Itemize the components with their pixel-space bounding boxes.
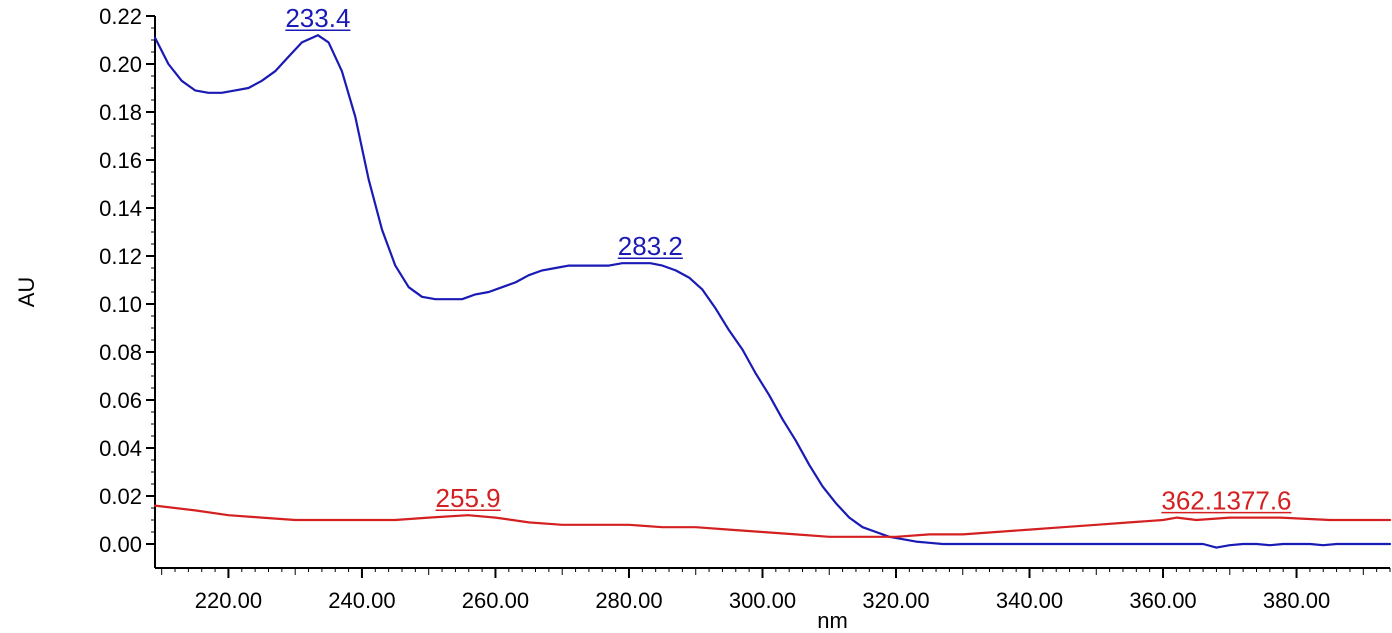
- x-tick-label: 320.00: [862, 588, 929, 613]
- annotation-layer: 233.4 283.2 255.9 362.1377.6: [285, 3, 1292, 516]
- y-tick-label: 0.06: [99, 388, 142, 413]
- x-tick-label: 300.00: [729, 588, 796, 613]
- y-tick-label: 0.22: [99, 4, 142, 29]
- y-tick-label: 0.20: [99, 52, 142, 77]
- y-tick-label: 0.08: [99, 340, 142, 365]
- y-tick-label: 0.00: [99, 532, 142, 557]
- tick-labels: 220.00 240.00 260.00 280.00 300.00 320.00 340.…: [99, 4, 1330, 613]
- y-tick-label: 0.16: [99, 148, 142, 173]
- x-tick-label: 260.00: [462, 588, 529, 613]
- y-tick-label: 0.04: [99, 436, 142, 461]
- y-axis-label: AU: [14, 277, 39, 308]
- x-tick-label: 360.00: [1129, 588, 1196, 613]
- spectrum-line-2: [153, 504, 1392, 538]
- x-axis-label: nm: [817, 608, 848, 633]
- spectrum-line-1: [153, 34, 1392, 549]
- peak-label: 255.9: [436, 483, 501, 513]
- x-tick-label: 380.00: [1263, 588, 1330, 613]
- major-ticks: [146, 15, 1298, 578]
- y-tick-label: 0.12: [99, 244, 142, 269]
- y-tick-label: 0.14: [99, 196, 142, 221]
- y-tick-label: 0.18: [99, 100, 142, 125]
- x-tick-label: 280.00: [595, 588, 662, 613]
- peak-label: 283.2: [618, 231, 683, 261]
- x-tick-label: 240.00: [328, 588, 395, 613]
- y-tick-label: 0.10: [99, 292, 142, 317]
- peak-label: 233.4: [285, 3, 350, 33]
- peak-label: 362.1377.6: [1161, 486, 1291, 516]
- y-tick-label: 0.02: [99, 484, 142, 509]
- x-tick-label: 340.00: [996, 588, 1063, 613]
- x-tick-label: 220.00: [195, 588, 262, 613]
- series-layer: [153, 34, 1392, 549]
